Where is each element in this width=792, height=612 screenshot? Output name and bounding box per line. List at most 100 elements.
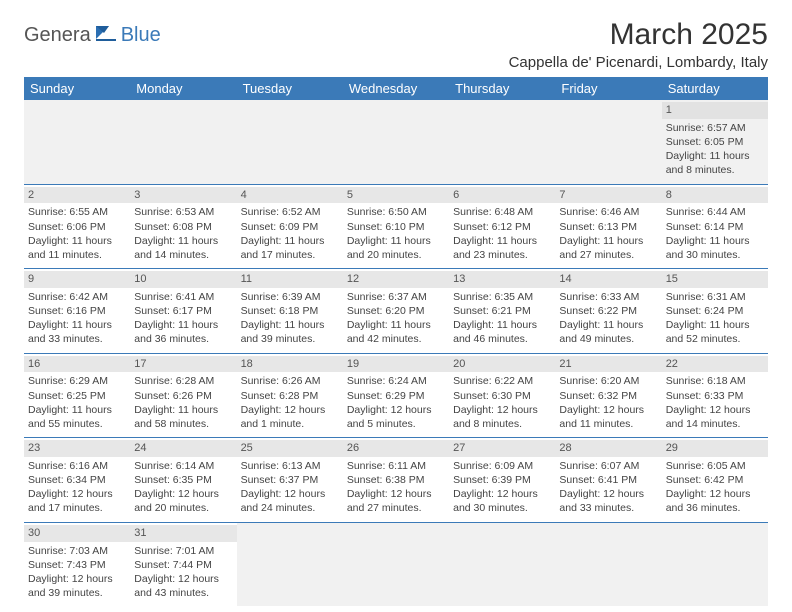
daylight-text: and 8 minutes. (453, 417, 551, 431)
daylight-text: and 36 minutes. (666, 501, 764, 515)
weekday-header: Thursday (449, 77, 555, 100)
day-number: 1 (662, 102, 768, 119)
daylight-text: Daylight: 12 hours (666, 487, 764, 501)
calendar-day: 4Sunrise: 6:52 AMSunset: 6:09 PMDaylight… (237, 184, 343, 269)
day-number: 10 (130, 271, 236, 288)
sunrise-text: Sunrise: 6:13 AM (241, 459, 339, 473)
daylight-text: Daylight: 12 hours (666, 403, 764, 417)
calendar-day: 27Sunrise: 6:09 AMSunset: 6:39 PMDayligh… (449, 438, 555, 523)
calendar-empty (555, 522, 661, 606)
sunrise-text: Sunrise: 6:28 AM (134, 374, 232, 388)
calendar-day: 29 Sunrise: 6:05 AMSunset: 6:42 PMDayligh… (662, 438, 768, 523)
sunrise-text: Sunrise: 6:11 AM (347, 459, 445, 473)
header: Genera Blue March 2025 Cappella de' Pice… (24, 18, 768, 71)
sunset-text: Sunset: 6:25 PM (28, 389, 126, 403)
calendar-day: 12Sunrise: 6:37 AMSunset: 6:20 PMDayligh… (343, 269, 449, 354)
calendar-day: 22Sunrise: 6:18 AMSunset: 6:33 PMDayligh… (662, 353, 768, 438)
calendar-day: 24Sunrise: 6:14 AMSunset: 6:35 PMDayligh… (130, 438, 236, 523)
sunrise-text: Sunrise: 6:22 AM (453, 374, 551, 388)
calendar-day: 30Sunrise: 7:03 AMSunset: 7:43 PMDayligh… (24, 522, 130, 606)
sunset-text: Sunset: 6:08 PM (134, 220, 232, 234)
calendar-empty (555, 100, 661, 184)
weekday-header: Monday (130, 77, 236, 100)
day-number: 29 (662, 440, 768, 457)
sunrise-text: Sunrise: 6:35 AM (453, 290, 551, 304)
sunset-text: Sunset: 6:41 PM (559, 473, 657, 487)
daylight-text: Daylight: 12 hours (134, 487, 232, 501)
daylight-text: Daylight: 11 hours (559, 318, 657, 332)
day-number: 15 (662, 271, 768, 288)
day-number: 8 (662, 187, 768, 204)
calendar-empty (449, 100, 555, 184)
daylight-text: and 36 minutes. (134, 332, 232, 346)
daylight-text: Daylight: 12 hours (28, 572, 126, 586)
daylight-text: Daylight: 11 hours (28, 234, 126, 248)
day-number: 19 (343, 356, 449, 373)
day-number: 22 (662, 356, 768, 373)
calendar-day: 21Sunrise: 6:20 AMSunset: 6:32 PMDayligh… (555, 353, 661, 438)
sunrise-text: Sunrise: 6:05 AM (666, 459, 764, 473)
daylight-text: Daylight: 12 hours (559, 487, 657, 501)
daylight-text: and 46 minutes. (453, 332, 551, 346)
sunrise-text: Sunrise: 6:14 AM (134, 459, 232, 473)
sunset-text: Sunset: 6:21 PM (453, 304, 551, 318)
calendar-day: 16Sunrise: 6:29 AMSunset: 6:25 PMDayligh… (24, 353, 130, 438)
logo-text-blue: Blue (121, 24, 161, 47)
sunrise-text: Sunrise: 6:46 AM (559, 205, 657, 219)
calendar-day: 7Sunrise: 6:46 AMSunset: 6:13 PMDaylight… (555, 184, 661, 269)
sunrise-text: Sunrise: 6:50 AM (347, 205, 445, 219)
day-number: 28 (555, 440, 661, 457)
calendar-day: 31Sunrise: 7:01 AMSunset: 7:44 PMDayligh… (130, 522, 236, 606)
day-number: 7 (555, 187, 661, 204)
sunset-text: Sunset: 6:38 PM (347, 473, 445, 487)
sunrise-text: Sunrise: 6:31 AM (666, 290, 764, 304)
sunset-text: Sunset: 6:42 PM (666, 473, 764, 487)
calendar-week: 23Sunrise: 6:16 AMSunset: 6:34 PMDayligh… (24, 438, 768, 523)
weekday-header: Wednesday (343, 77, 449, 100)
sunrise-text: Sunrise: 6:29 AM (28, 374, 126, 388)
calendar-day: 5Sunrise: 6:50 AMSunset: 6:10 PMDaylight… (343, 184, 449, 269)
day-number: 21 (555, 356, 661, 373)
calendar-day: 14Sunrise: 6:33 AMSunset: 6:22 PMDayligh… (555, 269, 661, 354)
day-number: 25 (237, 440, 343, 457)
sunrise-text: Sunrise: 6:53 AM (134, 205, 232, 219)
calendar-week: 9Sunrise: 6:42 AMSunset: 6:16 PMDaylight… (24, 269, 768, 354)
sunrise-text: Sunrise: 6:39 AM (241, 290, 339, 304)
sunrise-text: Sunrise: 6:26 AM (241, 374, 339, 388)
sunset-text: Sunset: 6:18 PM (241, 304, 339, 318)
sunset-text: Sunset: 6:37 PM (241, 473, 339, 487)
day-number: 27 (449, 440, 555, 457)
sunset-text: Sunset: 6:14 PM (666, 220, 764, 234)
sunrise-text: Sunrise: 6:52 AM (241, 205, 339, 219)
calendar-empty (662, 522, 768, 606)
daylight-text: Daylight: 12 hours (134, 572, 232, 586)
daylight-text: and 49 minutes. (559, 332, 657, 346)
sunset-text: Sunset: 6:06 PM (28, 220, 126, 234)
sunrise-text: Sunrise: 6:48 AM (453, 205, 551, 219)
sunrise-text: Sunrise: 6:16 AM (28, 459, 126, 473)
calendar-empty (237, 100, 343, 184)
day-number: 20 (449, 356, 555, 373)
weekday-header: Tuesday (237, 77, 343, 100)
calendar-header-row: SundayMondayTuesdayWednesdayThursdayFrid… (24, 77, 768, 100)
calendar-empty (24, 100, 130, 184)
sunset-text: Sunset: 6:35 PM (134, 473, 232, 487)
daylight-text: and 33 minutes. (28, 332, 126, 346)
daylight-text: and 55 minutes. (28, 417, 126, 431)
logo: Genera Blue (24, 24, 161, 47)
day-number: 30 (24, 525, 130, 542)
calendar-table: SundayMondayTuesdayWednesdayThursdayFrid… (24, 77, 768, 606)
daylight-text: and 27 minutes. (559, 248, 657, 262)
sunset-text: Sunset: 6:16 PM (28, 304, 126, 318)
sunset-text: Sunset: 6:32 PM (559, 389, 657, 403)
daylight-text: and 5 minutes. (347, 417, 445, 431)
day-number: 6 (449, 187, 555, 204)
daylight-text: and 11 minutes. (559, 417, 657, 431)
day-number: 31 (130, 525, 236, 542)
sunrise-text: Sunrise: 6:07 AM (559, 459, 657, 473)
calendar-day: 18Sunrise: 6:26 AMSunset: 6:28 PMDayligh… (237, 353, 343, 438)
day-number: 16 (24, 356, 130, 373)
calendar-day: 9Sunrise: 6:42 AMSunset: 6:16 PMDaylight… (24, 269, 130, 354)
calendar-empty (130, 100, 236, 184)
sunset-text: Sunset: 6:05 PM (666, 135, 764, 149)
